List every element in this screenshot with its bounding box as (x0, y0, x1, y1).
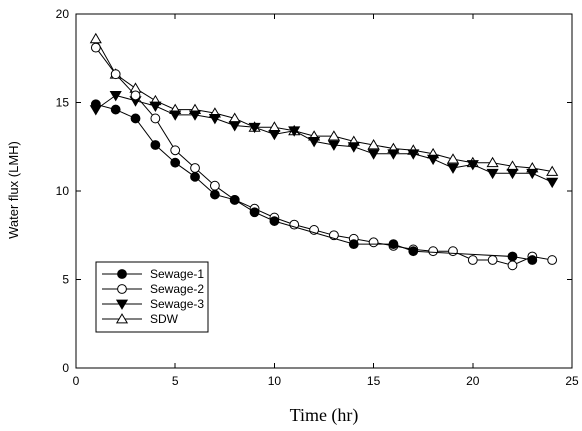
data-point-sewage-2 (130, 90, 141, 101)
data-point-sewage-2 (547, 255, 558, 265)
data-point-sewage-1 (150, 140, 161, 150)
legend-marker-sewage-2 (117, 284, 127, 294)
data-point-sewage-2 (487, 255, 498, 265)
y-axis-title: Water flux (LMH) (6, 141, 21, 239)
data-point-sewage-2 (289, 219, 300, 230)
data-point-sewage-2 (209, 180, 220, 191)
data-point-sewage-3 (308, 137, 321, 148)
data-point-sdw (546, 165, 559, 176)
series-sdw (89, 32, 559, 176)
data-point-sewage-3 (526, 168, 539, 180)
data-point-sewage-2 (368, 237, 379, 248)
data-point-sewage-1 (209, 189, 220, 200)
legend-marker-sewage-1 (117, 269, 127, 279)
legend-label: Sewage-1 (150, 267, 204, 281)
data-point-sewage-1 (527, 255, 538, 265)
legend-label: SDW (150, 312, 179, 326)
data-point-sewage-1 (507, 251, 518, 262)
data-point-sewage-2 (507, 260, 518, 271)
data-point-sewage-1 (130, 113, 141, 124)
data-point-sewage-3 (427, 154, 440, 166)
data-point-sewage-3 (228, 121, 241, 132)
x-tick-label: 25 (565, 374, 579, 388)
series-line-sdw (95, 38, 553, 172)
legend-item-sewage-3: Sewage-3 (102, 297, 204, 311)
data-point-sewage-1 (90, 99, 101, 110)
data-point-sewage-3 (109, 91, 122, 102)
data-point-sewage-1 (170, 157, 181, 168)
data-point-sewage-3 (149, 101, 162, 112)
data-point-sewage-3 (188, 110, 202, 121)
data-point-sdw (327, 130, 340, 141)
data-point-sewage-3 (387, 149, 400, 160)
data-point-sewage-2 (90, 42, 101, 53)
data-point-sewage-1 (388, 239, 399, 250)
legend-item-sewage-1: Sewage-1 (102, 267, 204, 281)
legend-marker-sdw (115, 313, 129, 324)
data-point-sewage-3 (288, 126, 301, 137)
legend-item-sdw: SDW (102, 312, 179, 326)
x-tick-label: 20 (466, 374, 480, 388)
data-point-sewage-3 (486, 168, 499, 180)
series-line-sewage-2 (95, 47, 553, 266)
x-tick-label: 15 (367, 374, 381, 388)
y-tick-label: 0 (62, 361, 69, 375)
data-point-sewage-2 (467, 255, 478, 265)
series-sewage-1 (90, 99, 538, 265)
data-point-sewage-2 (190, 163, 200, 173)
data-point-sdw (268, 121, 281, 132)
legend-item-sewage-2: Sewage-2 (102, 282, 204, 296)
data-point-sewage-3 (367, 149, 380, 160)
data-point-sewage-2 (428, 246, 439, 257)
data-point-sewage-3 (506, 168, 519, 180)
data-point-sewage-1 (229, 194, 240, 205)
data-point-sewage-1 (190, 171, 200, 182)
data-point-sdw (89, 32, 102, 44)
x-tick-label: 10 (268, 374, 282, 388)
y-tick-label: 15 (56, 96, 70, 110)
data-point-sewage-1 (249, 207, 260, 218)
data-point-sdw (367, 139, 380, 150)
x-tick-label: 5 (172, 374, 179, 388)
data-point-sewage-2 (170, 145, 181, 156)
data-point-sewage-3 (466, 160, 479, 171)
data-point-sewage-3 (446, 163, 460, 174)
x-axis-title: Time (hr) (290, 405, 359, 426)
data-point-sewage-1 (110, 104, 121, 115)
data-point-sewage-3 (546, 177, 559, 189)
series-line-sewage-3 (95, 94, 553, 183)
legend-marker-sewage-3 (115, 299, 129, 310)
data-point-sewage-3 (248, 122, 261, 134)
axes: 0 5 10 15 20 25 0 5 10 15 20 (56, 7, 579, 388)
series-layer (89, 32, 559, 271)
y-tick-label: 5 (62, 273, 69, 287)
y-tick-label: 20 (56, 7, 70, 21)
data-point-sewage-1 (408, 246, 419, 257)
data-point-sewage-3 (268, 130, 281, 141)
legend-label: Sewage-3 (150, 297, 204, 311)
data-point-sewage-1 (269, 216, 280, 226)
data-point-sewage-3 (327, 140, 340, 151)
data-point-sewage-3 (169, 110, 182, 121)
data-point-sewage-3 (208, 114, 221, 125)
data-point-sewage-2 (150, 113, 161, 124)
x-tick-label: 0 (73, 374, 80, 388)
data-point-sdw (486, 156, 499, 168)
series-sewage-3 (89, 91, 559, 189)
legend-label: Sewage-2 (150, 282, 204, 296)
data-point-sewage-3 (407, 149, 420, 160)
data-point-sdw (446, 153, 460, 164)
data-point-sewage-2 (448, 246, 458, 257)
y-tick-label: 10 (56, 184, 70, 198)
data-point-sewage-3 (347, 142, 360, 153)
data-point-sewage-1 (348, 239, 359, 250)
data-point-sewage-2 (110, 69, 121, 80)
